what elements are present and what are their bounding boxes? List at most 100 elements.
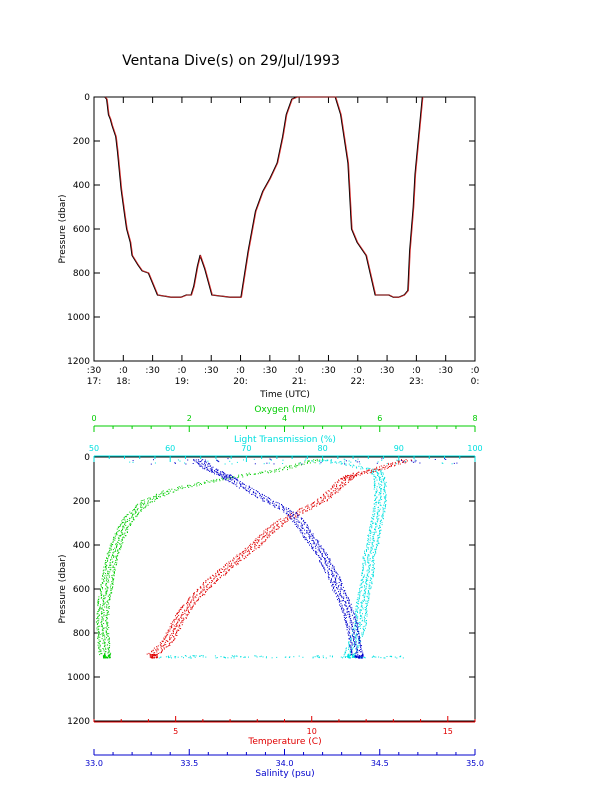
- salinity-profile-point: [346, 629, 348, 631]
- oxygen-profile-point: [135, 511, 137, 513]
- oxygen-profile-point: [113, 569, 115, 570]
- temperature-profile-point: [405, 459, 407, 461]
- oxygen-profile-point: [196, 485, 198, 487]
- transmission-profile-point: [363, 630, 365, 632]
- temperature-profile-point: [320, 497, 322, 499]
- oxygen-profile-point: [316, 458, 318, 460]
- salinity-profile-point: [223, 472, 225, 474]
- transmission-profile-point: [374, 498, 376, 500]
- temperature-profile-point: [322, 494, 324, 496]
- transmission-profile-point: [372, 552, 374, 553]
- oxygen-profile-point: [117, 527, 119, 529]
- transmission-profile-point: [356, 611, 358, 612]
- temperature-profile-point: [309, 509, 311, 511]
- salinity-profile-point: [306, 530, 308, 532]
- transmission-profile-point: [358, 607, 360, 609]
- transmission-profile-point: [362, 600, 364, 602]
- temperature-profile-point: [201, 591, 203, 593]
- salinity-profile-point: [304, 529, 305, 531]
- transmission-profile-point: [348, 647, 350, 649]
- temperature-profile-point: [174, 638, 175, 640]
- figure-title: Ventana Dive(s) on 29/Jul/1993: [122, 53, 340, 69]
- salinity-profile-point: [357, 628, 358, 630]
- oxygen-profile-point: [106, 601, 108, 603]
- temperature-profile-point: [380, 465, 382, 467]
- transmission-profile-point: [354, 635, 356, 637]
- temperature-profile-point: [181, 617, 183, 619]
- salinity-profile-point: [303, 536, 305, 537]
- transmission-profile-point: [361, 586, 363, 588]
- temperature-profile-point: [232, 565, 234, 567]
- temperature-profile-point: [161, 650, 162, 652]
- oxygen-profile-point: [298, 464, 300, 466]
- temperature-profile-point: [152, 649, 154, 651]
- oxygen-profile-point: [103, 614, 105, 616]
- salinity-profile-point: [241, 482, 243, 484]
- oxygen-profile-point: [98, 634, 100, 636]
- salinity-profile-point: [224, 476, 225, 478]
- bottom-scatter-point: [312, 657, 314, 659]
- salinity-profile-point: [355, 656, 358, 658]
- oxygen-profile-point: [132, 518, 134, 520]
- transmission-profile-point: [345, 647, 347, 649]
- salinity-profile-point: [360, 648, 362, 650]
- salinity-profile-point: [312, 543, 314, 545]
- salinity-profile-point: [352, 629, 354, 631]
- surface-scatter-point: [327, 460, 329, 461]
- bottom-scatter-point: [340, 656, 342, 658]
- salinity-profile-point: [229, 479, 231, 480]
- temperature-profile-point: [197, 599, 199, 600]
- temperature-profile-point: [228, 562, 230, 564]
- salinity-profile-point: [272, 505, 274, 507]
- temperature-profile-point: [253, 542, 255, 544]
- temperature-profile-point: [215, 574, 217, 576]
- oxygen-profile-point: [123, 518, 125, 520]
- oxygen-profile-point: [248, 472, 250, 474]
- temperature-profile-point: [201, 595, 203, 596]
- temperature-profile-point: [360, 473, 362, 475]
- transmission-profile-point: [355, 637, 357, 639]
- temperature-profile-point: [308, 507, 310, 509]
- salinity-profile-point: [345, 593, 347, 595]
- salinity-profile-point: [301, 533, 303, 535]
- oxygen-profile-point: [112, 541, 114, 543]
- temperature-profile-point: [171, 635, 173, 637]
- oxygen-profile-point: [110, 546, 112, 548]
- oxygen-profile-point: [135, 516, 137, 518]
- temperature-profile-point: [275, 528, 277, 530]
- temperature-profile-point: [341, 482, 343, 484]
- oxygen-profile-point: [105, 569, 107, 571]
- surface-scatter-point: [175, 462, 176, 464]
- temperature-profile-point: [191, 599, 193, 601]
- salinity-profile-point: [358, 632, 359, 634]
- temperature-profile-point: [350, 479, 352, 481]
- salinity-profile-point: [315, 553, 317, 555]
- transmission-profile-point: [367, 593, 369, 595]
- salinity-profile-point: [236, 478, 238, 480]
- salinity-profile-point: [225, 479, 227, 481]
- transmission-profile-point: [375, 531, 377, 533]
- salinity-profile-point: [242, 487, 244, 489]
- oxygen-profile-point: [106, 574, 108, 576]
- salinity-profile-point: [353, 617, 355, 619]
- transmission-profile-point: [382, 507, 384, 509]
- oxygen-profile-point: [289, 465, 291, 467]
- temperature-profile-point: [175, 633, 176, 635]
- transmission-profile-point: [360, 584, 362, 586]
- oxygen-profile-point: [102, 631, 104, 633]
- transmission-profile-point: [365, 582, 367, 584]
- temperature-profile-point: [214, 582, 216, 584]
- temperature-profile-point: [353, 477, 354, 479]
- oxygen-profile-point: [106, 628, 108, 630]
- oxygen-profile-point: [105, 564, 107, 566]
- salinity-profile-point: [351, 642, 353, 644]
- oxygen-profile-point: [173, 491, 175, 493]
- bottom-scatter-point: [389, 655, 391, 657]
- transmission-profile-point: [368, 570, 370, 572]
- temperature-profile-point: [247, 554, 249, 556]
- oxygen-profile-point: [105, 580, 107, 582]
- salinity-profile-point: [354, 643, 356, 645]
- salinity-profile-point: [353, 612, 354, 614]
- transmission-profile-point: [372, 539, 374, 541]
- temperature-profile-point: [210, 584, 212, 586]
